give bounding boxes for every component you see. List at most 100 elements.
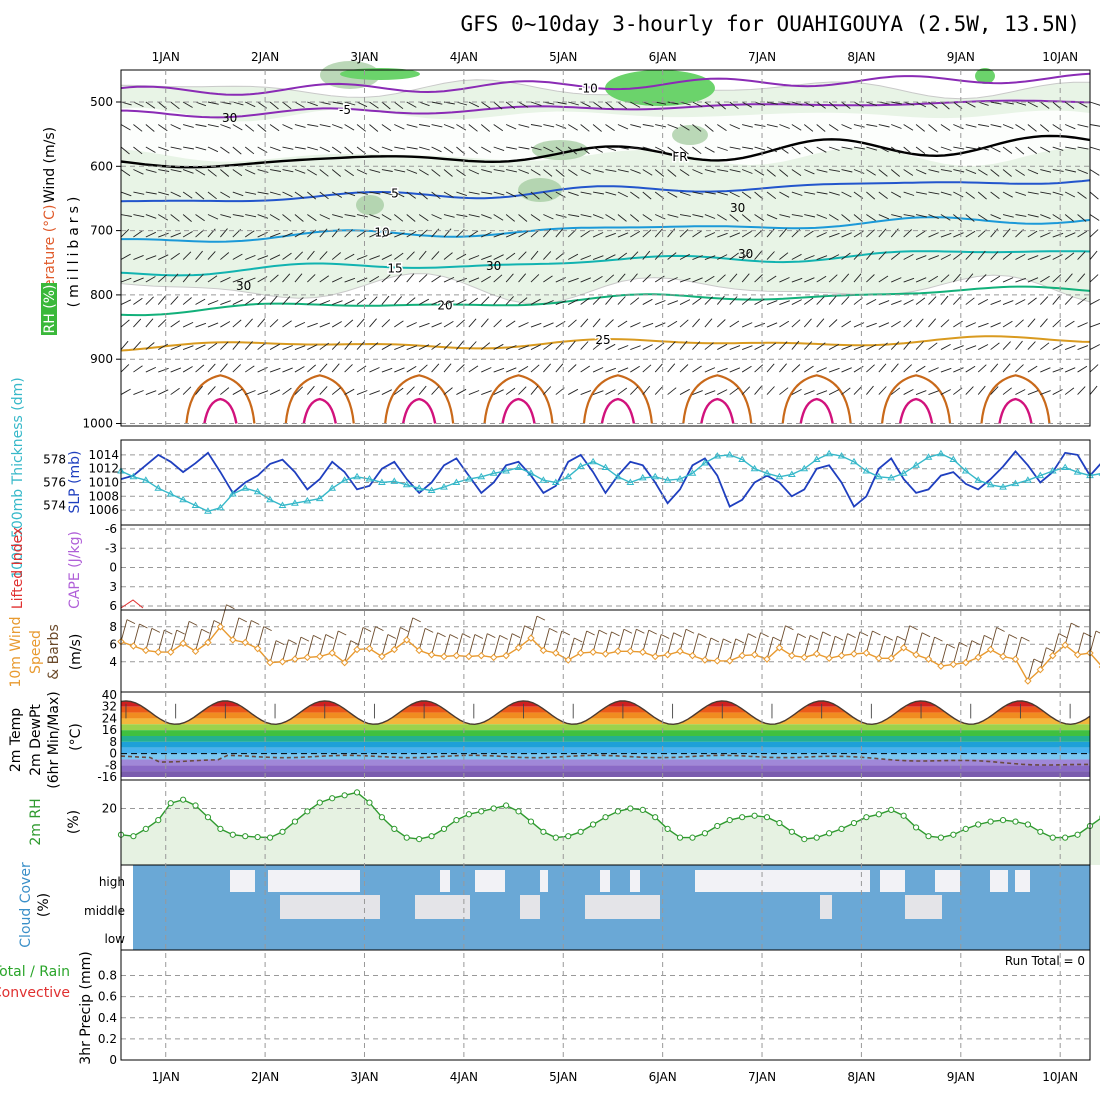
wind-barb <box>220 363 228 373</box>
wind-barb <box>890 169 900 177</box>
rh2m-point <box>577 828 584 835</box>
wind-barb <box>642 214 653 221</box>
wind10-barb-flag <box>288 639 297 645</box>
wind-barb <box>356 255 368 260</box>
wind-barb <box>667 387 677 395</box>
wind-barb <box>903 364 913 373</box>
wind-barb <box>928 255 939 260</box>
wind-barb <box>978 322 989 328</box>
rh2m-point <box>130 833 137 840</box>
wind10-barb-flag <box>673 632 682 638</box>
wind-barb <box>803 341 813 350</box>
wind-barb <box>269 295 278 305</box>
wind-barb <box>605 124 615 131</box>
rh-contour-label: 30 <box>236 279 251 293</box>
wind-barb <box>1040 390 1051 395</box>
wind-barb <box>741 191 752 199</box>
wind10-point <box>999 652 1007 661</box>
wind-barb <box>816 255 828 260</box>
wind-barb <box>667 252 677 260</box>
wind-barb <box>419 322 430 328</box>
wind-barb <box>1040 191 1052 195</box>
thickness-point <box>427 486 436 494</box>
wind-barb <box>182 321 194 328</box>
wind-barb <box>244 230 255 238</box>
wind-barb <box>356 101 368 108</box>
wind-barb <box>816 275 827 283</box>
thickness-point <box>129 472 138 480</box>
thickness-point <box>974 476 983 483</box>
wind10-barb-flag <box>822 631 831 637</box>
wind-barb <box>580 191 592 195</box>
wind-barb <box>617 252 628 260</box>
wind-barb <box>804 214 816 218</box>
wind-barb <box>828 124 839 131</box>
wind-barb <box>568 299 579 305</box>
wind10-barb <box>244 620 252 643</box>
wind-barb <box>393 273 402 283</box>
wind-barb <box>779 277 790 283</box>
wind-barb <box>1015 299 1026 305</box>
thickness-point <box>812 455 821 462</box>
wind-barb <box>319 386 328 395</box>
wind10-point <box>962 658 970 667</box>
wind-barb <box>816 146 827 153</box>
rh-tick-label: 20 <box>102 801 117 815</box>
cloud-level-low: low <box>105 932 126 946</box>
temp-band <box>121 747 1090 754</box>
wind10-point <box>415 646 423 655</box>
wind-barb <box>505 273 514 283</box>
thickness-point <box>800 464 809 472</box>
wind-barb <box>493 101 503 110</box>
wind10-barb <box>642 630 650 653</box>
wind-barb <box>530 298 541 305</box>
wind10-point <box>825 654 833 662</box>
wind-barb <box>133 214 145 218</box>
wind-barb <box>232 101 244 106</box>
thickness-point <box>1048 467 1057 474</box>
wind-barb <box>977 214 988 221</box>
rh2m-point <box>1012 818 1019 825</box>
wind-barb <box>145 169 157 173</box>
wind-barb <box>1089 322 1100 328</box>
wind-barb <box>841 252 851 260</box>
wind-barb <box>903 299 914 305</box>
wind-barb <box>1027 297 1037 305</box>
wind10-point <box>328 649 336 657</box>
wind-barb <box>1064 101 1075 109</box>
day-label-bottom: 1JAN <box>152 1070 180 1084</box>
wind-barb <box>878 214 890 220</box>
wind-barb <box>182 169 194 174</box>
wind-barb <box>344 364 353 373</box>
wind-tick-label: 8 <box>109 620 117 634</box>
wind-barb <box>766 342 777 350</box>
wind-barb <box>605 214 616 221</box>
wind-barb <box>890 252 901 260</box>
wind-barb <box>841 146 853 150</box>
wind-barb <box>1040 169 1052 173</box>
wind-barb <box>133 277 144 283</box>
wind-barb <box>369 169 381 173</box>
wind10-barb <box>257 626 265 649</box>
isotherm-10-label: 10 <box>374 226 389 240</box>
wind-barb <box>940 191 952 196</box>
wind10-point <box>303 653 312 662</box>
wind-barb <box>903 229 913 238</box>
wind-barb <box>605 274 615 283</box>
wind10-point <box>949 660 958 669</box>
wind-barb <box>505 214 515 222</box>
wind10-barb-flag <box>623 628 633 634</box>
wind-barb <box>493 319 502 328</box>
wind-barb <box>754 214 765 221</box>
wind10-barb-flag <box>611 631 620 637</box>
wind-barb <box>1077 191 1087 199</box>
slp-tick-label: 1014 <box>88 448 119 462</box>
wind-barb <box>729 101 739 110</box>
wind-barb <box>456 169 466 177</box>
wind-barb <box>741 101 753 108</box>
rh2m-point <box>453 817 460 824</box>
wind-barb <box>443 341 453 350</box>
wind-barb <box>394 214 404 222</box>
wind-barb <box>978 146 989 151</box>
wind-barb <box>1064 124 1076 130</box>
